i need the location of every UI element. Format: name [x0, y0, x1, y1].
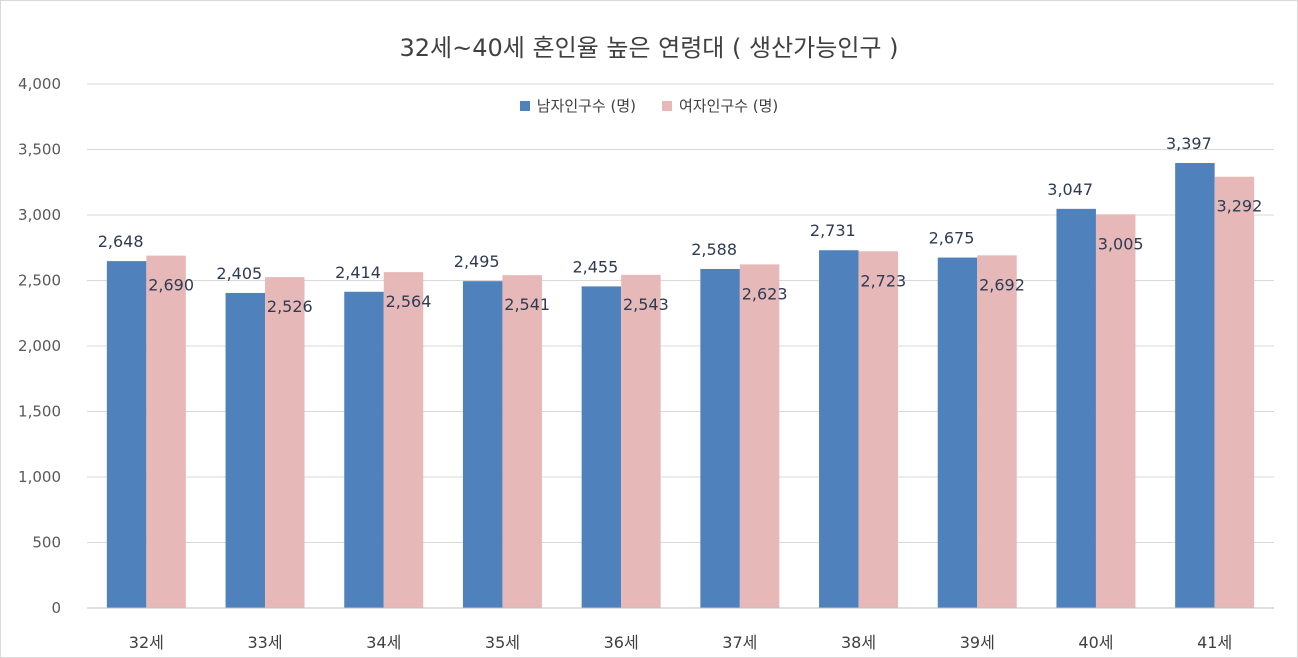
data-label-female: 2,543: [623, 295, 669, 314]
data-label-male: 2,455: [572, 257, 618, 276]
bar-male: [462, 281, 503, 608]
chart-title: 32세~40세 혼인율 높은 연령대 ( 생산가능인구 ): [399, 34, 899, 62]
data-label-male: 3,397: [1166, 134, 1212, 153]
bar-male: [819, 250, 859, 608]
y-tick-label: 2,500: [18, 272, 61, 290]
data-label-male: 2,731: [810, 221, 856, 240]
data-label-male: 2,405: [216, 264, 262, 283]
data-label-male: 2,588: [691, 240, 737, 259]
legend-label-male: 남자인구수 (명): [536, 97, 636, 115]
data-label-female: 2,541: [504, 295, 550, 314]
x-tick-label: 36세: [604, 633, 639, 652]
bar-female: [1095, 214, 1136, 608]
y-tick-label: 3,500: [18, 141, 61, 159]
data-label-female: 3,005: [1098, 234, 1144, 253]
data-label-male: 3,047: [1047, 180, 1093, 199]
bar-female: [858, 251, 899, 609]
legend-label-female: 여자인구수 (명): [679, 97, 779, 115]
data-label-male: 2,648: [98, 232, 144, 251]
data-label-male: 2,495: [454, 252, 500, 271]
bar-male: [106, 261, 147, 608]
data-label-male: 2,675: [929, 229, 975, 248]
y-tick-label: 4,000: [18, 75, 61, 93]
bar-female: [977, 255, 1017, 608]
data-label-female: 2,723: [860, 271, 906, 290]
x-tick-label: 39세: [960, 633, 995, 652]
legend-item-female: 여자인구수 (명): [662, 95, 778, 116]
x-tick-label: 38세: [841, 633, 876, 652]
bar-male: [937, 257, 978, 608]
bar-female: [621, 274, 661, 608]
x-tick-label: 32세: [129, 633, 164, 652]
bar-female: [739, 264, 780, 608]
y-tick-label: 500: [32, 534, 61, 552]
bar-male: [1175, 162, 1215, 609]
x-tick-label: 34세: [366, 633, 401, 652]
bar-male: [700, 268, 740, 608]
data-label-male: 2,414: [335, 263, 381, 282]
data-label-female: 2,564: [386, 292, 432, 311]
bar-female: [383, 272, 424, 608]
data-label-female: 2,623: [742, 284, 788, 303]
bar-female: [1214, 176, 1255, 609]
y-tick-label: 0: [51, 599, 61, 617]
data-label-female: 2,526: [267, 297, 313, 316]
data-label-female: 2,690: [148, 276, 194, 295]
x-tick-label: 40세: [1078, 633, 1113, 652]
legend-item-male: 남자인구수 (명): [519, 95, 636, 116]
bar-male: [1056, 208, 1096, 608]
x-tick-label: 33세: [248, 633, 283, 652]
x-tick-label: 35세: [485, 633, 520, 652]
bar-male: [225, 292, 266, 608]
bar-female: [502, 275, 542, 608]
x-tick-label: 37세: [722, 633, 757, 652]
data-label-female: 3,292: [1216, 197, 1262, 216]
y-tick-label: 1,500: [18, 403, 61, 421]
data-label-female: 2,692: [979, 275, 1025, 294]
x-tick-label: 41세: [1197, 633, 1232, 652]
bar-male: [344, 291, 384, 608]
y-tick-label: 2,000: [18, 337, 61, 355]
chart-legend: 남자인구수 (명) 여자인구수 (명): [0, 95, 1298, 116]
bar-female: [265, 277, 305, 608]
bar-female: [146, 255, 186, 609]
legend-swatch-male: [519, 100, 530, 111]
y-tick-label: 3,000: [18, 206, 61, 224]
legend-swatch-female: [662, 100, 672, 111]
bar-male: [581, 286, 622, 608]
y-tick-label: 1,000: [18, 468, 61, 486]
